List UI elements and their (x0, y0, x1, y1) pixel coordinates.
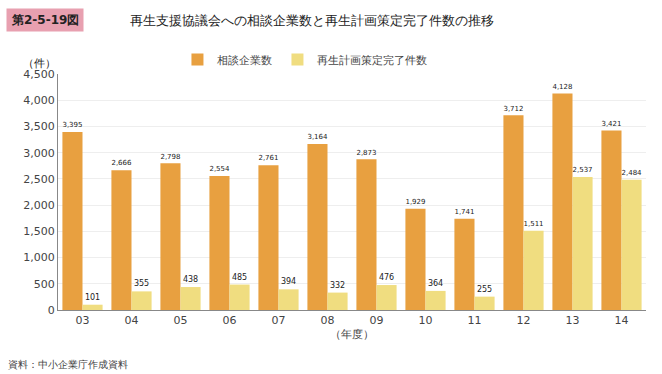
svg-text:2,798: 2,798 (160, 152, 180, 161)
svg-text:394: 394 (281, 277, 296, 286)
svg-text:08: 08 (321, 314, 335, 327)
svg-text:第2-5-19図: 第2-5-19図 (11, 13, 79, 27)
svg-text:資料：中小企業庁作成資料: 資料：中小企業庁作成資料 (8, 359, 128, 370)
svg-text:1,500: 1,500 (23, 225, 55, 238)
svg-text:4,128: 4,128 (552, 82, 572, 91)
svg-text:（件）: （件） (23, 57, 56, 70)
svg-text:14: 14 (615, 314, 629, 327)
svg-text:332: 332 (330, 281, 345, 290)
svg-text:10: 10 (419, 314, 433, 327)
svg-text:3,712: 3,712 (503, 104, 523, 113)
svg-text:1,741: 1,741 (454, 207, 474, 216)
svg-text:05: 05 (174, 314, 188, 327)
svg-text:04: 04 (125, 314, 139, 327)
svg-text:再生計画策定完了件数: 再生計画策定完了件数 (317, 54, 427, 67)
svg-text:06: 06 (223, 314, 237, 327)
svg-text:255: 255 (477, 285, 492, 294)
svg-text:3,500: 3,500 (23, 120, 55, 133)
svg-text:11: 11 (468, 314, 482, 327)
svg-text:485: 485 (232, 273, 247, 282)
svg-text:2,554: 2,554 (209, 164, 230, 173)
svg-text:1,000: 1,000 (23, 251, 55, 264)
svg-text:3,395: 3,395 (62, 120, 82, 129)
svg-text:相談企業数: 相談企業数 (217, 54, 272, 67)
svg-text:03: 03 (76, 314, 90, 327)
svg-text:12: 12 (517, 314, 531, 327)
svg-text:101: 101 (85, 293, 100, 302)
svg-text:13: 13 (566, 314, 580, 327)
svg-text:3,421: 3,421 (601, 119, 621, 128)
svg-text:再生支援協議会への相談企業数と再生計画策定完了件数の推移: 再生支援協議会への相談企業数と再生計画策定完了件数の推移 (130, 13, 494, 28)
svg-text:09: 09 (370, 314, 384, 327)
svg-text:1,511: 1,511 (524, 219, 544, 228)
svg-text:500: 500 (34, 278, 55, 291)
svg-text:355: 355 (134, 279, 149, 288)
svg-text:2,000: 2,000 (23, 199, 55, 212)
svg-text:2,484: 2,484 (622, 168, 643, 177)
svg-text:2,537: 2,537 (573, 165, 593, 174)
svg-text:0: 0 (48, 304, 55, 317)
svg-text:4,000: 4,000 (23, 94, 55, 107)
svg-text:2,761: 2,761 (258, 153, 278, 162)
svg-text:4,500: 4,500 (23, 68, 55, 81)
svg-text:3,164: 3,164 (307, 132, 328, 141)
svg-text:3,000: 3,000 (23, 147, 55, 160)
svg-text:2,500: 2,500 (23, 173, 55, 186)
svg-text:1,929: 1,929 (405, 197, 425, 206)
svg-text:07: 07 (272, 314, 286, 327)
svg-text:438: 438 (183, 275, 198, 284)
svg-text:476: 476 (379, 273, 394, 282)
svg-text:2,666: 2,666 (111, 158, 132, 167)
svg-text:（年度）: （年度） (330, 328, 374, 341)
svg-text:2,873: 2,873 (356, 148, 376, 157)
svg-text:364: 364 (428, 279, 443, 288)
